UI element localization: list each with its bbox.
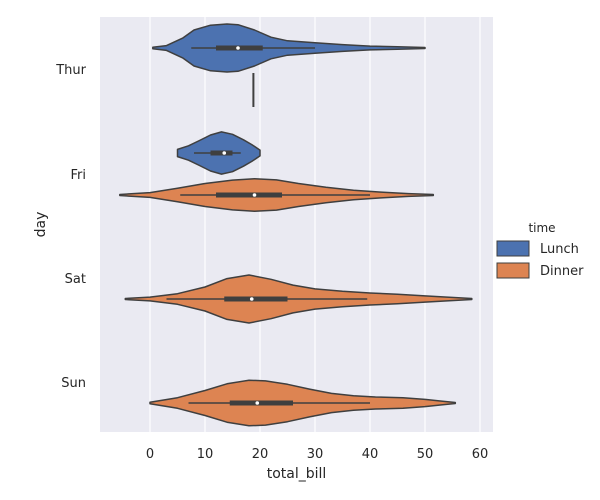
x-tick-label-50: 50	[417, 447, 434, 462]
violin-dinner-fri	[119, 177, 435, 213]
violins	[119, 23, 473, 427]
x-tick-label-40: 40	[362, 447, 379, 462]
y-tick-label-sat: Sat	[65, 272, 86, 287]
x-axis-label: total_bill	[267, 466, 327, 482]
legend-swatch-dinner	[496, 262, 530, 279]
y-tick-label-sun: Sun	[61, 376, 86, 391]
violin-iqr-dinner-fri	[216, 192, 282, 198]
grid-lines	[149, 17, 481, 432]
x-tick-label-20: 20	[252, 447, 269, 462]
violin-lunch-fri	[176, 131, 261, 175]
violin-median-dinner-fri	[252, 193, 257, 197]
x-tick-label-0: 0	[146, 447, 154, 462]
legend-label-lunch: Lunch	[540, 242, 579, 257]
violin-median-lunch-fri	[222, 151, 227, 155]
violin-median-lunch-thur	[236, 46, 240, 50]
x-tick-labels: 0 10 20 30 40 50 60	[146, 447, 488, 462]
violin-lunch-thur	[152, 23, 426, 73]
legend-title: time	[528, 221, 555, 235]
violin-median-dinner-sun	[255, 401, 260, 405]
plot-background	[100, 17, 493, 432]
legend-label-dinner: Dinner	[540, 264, 584, 279]
y-axis-label: day	[33, 212, 49, 238]
violin-dinner-sun	[149, 379, 457, 427]
violin-median-dinner-sat	[249, 297, 254, 301]
y-tick-labels: Thur Fri Sat Sun	[55, 63, 86, 391]
legend: time Lunch Dinner	[496, 221, 584, 279]
x-tick-label-10: 10	[197, 447, 214, 462]
violin-iqr-dinner-sun	[229, 400, 293, 406]
violin-dinner-sat	[124, 274, 473, 324]
x-tick-label-60: 60	[472, 447, 489, 462]
y-tick-label-thur: Thur	[55, 63, 86, 78]
violin-iqr-dinner-sat	[224, 296, 288, 302]
y-tick-label-fri: Fri	[71, 168, 87, 183]
violin-iqr-lunch-fri	[210, 150, 233, 156]
legend-swatch-lunch	[496, 240, 530, 257]
x-tick-label-30: 30	[307, 447, 324, 462]
